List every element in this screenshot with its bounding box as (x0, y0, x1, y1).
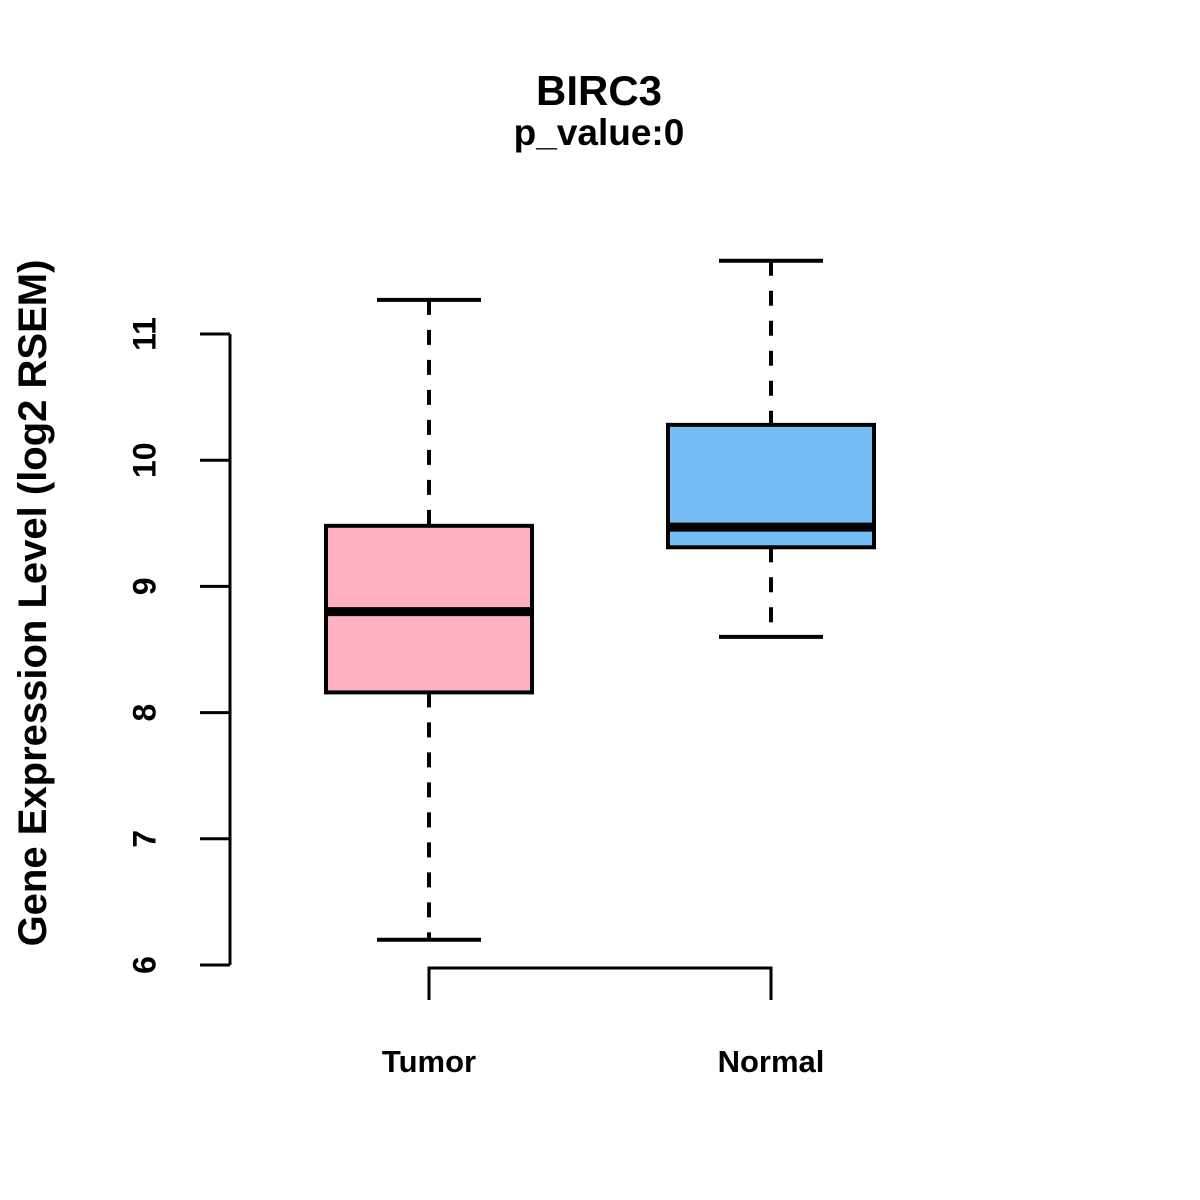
y-tick-label: 11 (126, 317, 162, 351)
y-tick-label: 10 (126, 442, 162, 478)
chart-title: BIRC3 (535, 67, 663, 114)
x-category-label-normal: Normal (717, 1044, 825, 1079)
x-axis-bracket (427, 966, 773, 1000)
y-tick-label: 6 (126, 956, 162, 974)
y-tick-label: 9 (126, 578, 162, 596)
box-normal (666, 258, 876, 639)
y-tick-label: 7 (126, 830, 162, 848)
x-category-label-tumor: Tumor (381, 1044, 477, 1079)
y-tick-label: 8 (126, 704, 162, 722)
chart-subtitle: p_value:0 (513, 112, 685, 153)
box-tumor (324, 297, 534, 942)
